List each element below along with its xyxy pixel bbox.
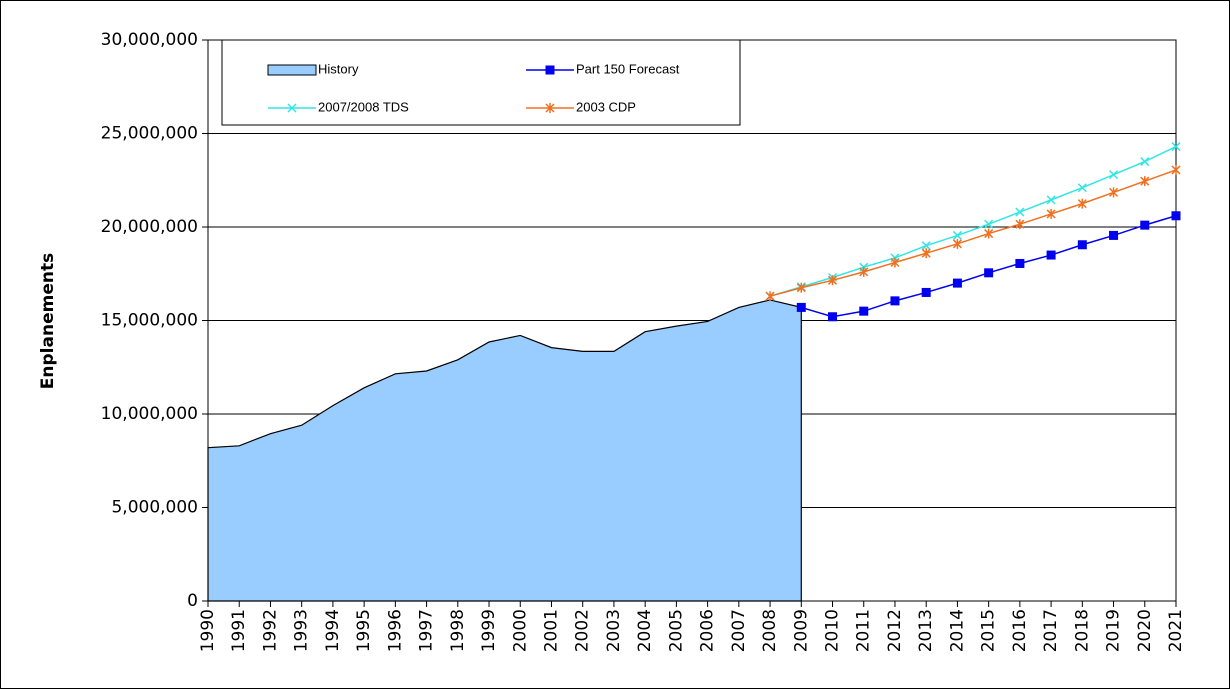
marker [1109,187,1119,198]
marker [545,65,555,75]
x-tick-label: 2004 [635,609,655,652]
legend-label: History [318,61,359,76]
x-tick-label: 2011 [854,609,874,652]
marker [1046,195,1056,205]
marker [1171,142,1181,152]
x-tick-label: 2005 [666,609,686,652]
marker [1077,240,1087,250]
x-tick-label: 2000 [510,609,530,652]
marker [1140,157,1150,167]
marker [1077,183,1087,193]
legend-label: 2003 CDP [576,99,636,114]
x-tick-label: 2019 [1104,609,1124,652]
marker [952,278,962,288]
marker [1171,211,1181,221]
area [207,299,802,602]
marker [1015,219,1025,230]
x-tick-label: 1991 [229,609,249,652]
x-tick-label: 2010 [823,609,843,652]
x-tick-label: 1999 [479,609,499,652]
marker [796,282,806,293]
marker [984,268,994,278]
marker [952,238,962,249]
x-tick-label: 2016 [1010,609,1030,652]
marker [1171,164,1181,175]
x-tick-label: 2021 [1166,609,1186,652]
marker [1046,208,1056,219]
legend-label: 2007/2008 TDS [318,99,409,114]
marker [287,103,297,113]
marker [984,219,994,229]
marker [859,306,869,316]
x-tick-label: 2015 [979,609,999,652]
legend [221,39,741,126]
x-tick-label: 2012 [885,609,905,652]
x-tick-label: 1990 [198,609,218,652]
marker [765,291,775,302]
x-tick-label: 2017 [1041,609,1061,652]
y-tick-label: 30,000,000 [101,30,198,50]
y-axis-label: Enplanements [38,253,58,389]
x-tick-label: 2009 [791,609,811,652]
marker [1046,250,1056,260]
x-tick-label: 1997 [417,609,437,652]
x-tick-label: 1996 [385,609,405,652]
marker [827,275,838,286]
x-tick-label: 1995 [354,609,374,652]
marker [828,312,838,322]
marker [921,287,931,297]
marker [984,228,994,239]
line [769,145,1177,297]
marker [1015,258,1025,268]
x-tick-label: 2020 [1135,609,1155,652]
legend-label: Part 150 Forecast [576,61,680,76]
x-tick-label: 2013 [916,609,936,652]
marker [921,248,931,259]
x-tick-label: 2007 [729,609,749,652]
x-tick-label: 2014 [947,609,967,652]
y-tick-label: 10,000,000 [101,404,198,424]
x-tick-label: 2003 [604,609,624,652]
x-tick-label: 2018 [1072,609,1092,652]
x-tick-label: 2002 [573,609,593,652]
x-tick-label: 2008 [760,609,780,652]
x-tick-label: 2001 [541,609,561,652]
marker [1109,170,1119,180]
x-tick-label: 2006 [698,609,718,652]
x-tick-label: 1998 [448,609,468,652]
line [769,169,1177,297]
y-tick-label: 25,000,000 [101,124,198,144]
marker [1140,176,1150,187]
marker [952,230,962,240]
y-tick-label: 20,000,000 [101,217,198,237]
marker [1109,230,1119,240]
x-tick-label: 1992 [260,609,280,652]
legend-swatch [267,64,317,76]
marker [796,302,806,312]
marker [1077,198,1087,209]
marker [1140,220,1150,230]
marker [859,266,869,277]
y-tick-label: 0 [187,591,198,611]
x-tick-label: 1993 [292,609,312,652]
x-tick-label: 1994 [323,609,343,652]
marker [890,296,900,306]
marker [890,257,900,268]
y-tick-label: 15,000,000 [101,311,198,331]
y-tick-label: 5,000,000 [111,498,198,518]
marker [921,241,931,251]
marker [545,103,555,113]
marker [1015,207,1025,217]
